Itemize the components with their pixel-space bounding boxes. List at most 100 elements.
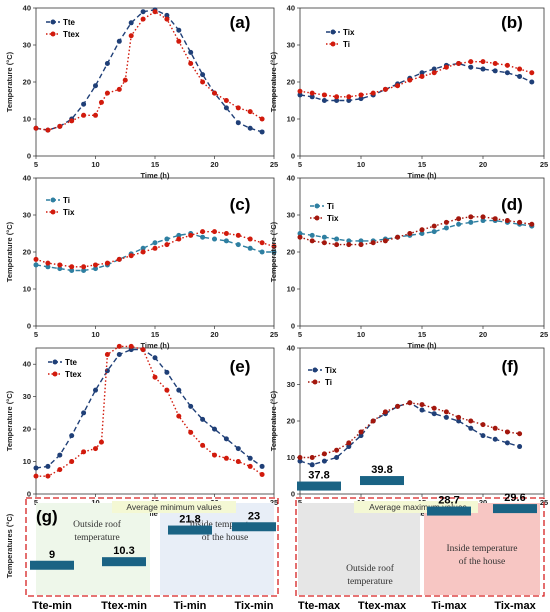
bg-outside-min (36, 503, 150, 595)
data-point-Ti (456, 61, 462, 66)
legend-label: Ttex (65, 370, 82, 379)
data-point-Ttex (259, 116, 265, 122)
data-point-Ttex (45, 473, 51, 479)
panel-label: (b) (501, 13, 523, 32)
data-point-Ttex (93, 446, 98, 452)
bar-Ti-min (168, 525, 212, 535)
data-point-Ti (407, 400, 413, 406)
bg-inside-max (424, 503, 540, 595)
data-point-Tix (358, 96, 364, 102)
legend-label: Ti (63, 196, 70, 205)
group-title-min: Average minimum values (126, 502, 221, 512)
data-point-Ttex (116, 343, 122, 349)
data-point-Tix (152, 245, 158, 251)
data-point-Ti (346, 238, 352, 244)
data-point-Tte (152, 355, 158, 361)
legend-marker (50, 209, 56, 215)
category-label: Tix-max (494, 600, 536, 612)
legend-label: Ti (325, 378, 332, 387)
bar-Ti-max (427, 506, 471, 516)
data-point-Ti (517, 66, 523, 72)
data-point-Tix (309, 238, 315, 244)
bar-value-label: 21.8 (179, 514, 200, 526)
x-axis-label: Time (h) (140, 509, 170, 518)
bar-Tix-min (232, 522, 276, 532)
y-tick-label: 40 (287, 344, 295, 353)
legend-label: Tte (63, 18, 76, 27)
x-tick-label: 10 (357, 160, 365, 169)
data-point-Ttex (128, 33, 134, 39)
data-point-Ttex (57, 123, 63, 129)
data-point-Tix (45, 260, 51, 266)
data-point-Ti (346, 440, 352, 446)
data-point-Tix (188, 232, 194, 238)
data-point-Tte (176, 387, 182, 393)
data-point-Tte (104, 368, 110, 374)
data-point-Tix (358, 433, 364, 439)
legend-label: Tix (327, 214, 339, 223)
data-point-Tte (93, 387, 98, 393)
data-point-Tix (419, 227, 425, 233)
y-axis-label: Temperature (°C) (269, 221, 278, 282)
data-point-Ti (407, 77, 413, 83)
data-point-Ttex (69, 118, 75, 124)
annotation-outside-max-2: temperature (347, 577, 392, 587)
data-point-Tix (456, 418, 462, 424)
data-point-Ttex (200, 442, 206, 448)
data-point-Tix (395, 234, 401, 240)
data-point-Tte (104, 61, 110, 66)
data-point-Tte (116, 38, 122, 44)
data-point-Tix (346, 242, 352, 248)
data-point-Ttex (188, 61, 194, 66)
data-point-Tix (492, 436, 498, 442)
x-tick-label: 10 (357, 330, 365, 339)
x-tick-label: 20 (479, 330, 487, 339)
data-point-Ti (431, 70, 437, 76)
data-point-Tix (93, 262, 98, 268)
data-point-Tix (140, 249, 146, 255)
data-point-Tte (200, 72, 206, 78)
y-axis-label: Temperature (°C) (5, 390, 14, 451)
data-point-Tix (116, 256, 122, 262)
bar-Ttex-min (102, 557, 146, 567)
x-tick-label: 5 (34, 330, 38, 339)
data-point-Ti (81, 268, 87, 273)
data-point-Tte (81, 101, 87, 107)
series-line-Ttex (36, 345, 263, 477)
data-point-Tix (480, 433, 486, 439)
data-point-Tte (45, 463, 51, 469)
data-point-Ti (140, 245, 146, 251)
group-frame-max (295, 497, 545, 597)
legend-marker (314, 203, 320, 209)
data-point-Tix (212, 229, 217, 235)
legend-label: Tix (343, 28, 355, 37)
legend-label: Tte (65, 358, 78, 367)
annotation-outside-max-1: Outside roof (346, 563, 395, 574)
data-point-Ttex (81, 112, 87, 118)
data-point-Ti (492, 425, 498, 431)
bar-Tte-min (30, 560, 74, 570)
y-tick-label: 10 (287, 285, 295, 294)
data-point-Ti (431, 229, 437, 235)
data-point-Ttex (57, 467, 63, 473)
x-axis-label: Time (h) (140, 171, 170, 180)
data-point-Ti (419, 73, 425, 79)
y-axis-label: Temperatures (°C) (5, 513, 14, 578)
y-tick-label: 40 (287, 4, 295, 13)
legend-marker (50, 19, 56, 25)
data-point-Ttex (259, 472, 265, 478)
x-tick-label: 10 (91, 160, 99, 169)
data-point-Tix (419, 407, 425, 413)
panel-label: (g) (36, 507, 58, 526)
data-point-Tix (321, 458, 327, 464)
data-point-Ti (297, 455, 303, 460)
legend-marker (52, 371, 58, 377)
data-point-Tte (33, 465, 39, 471)
annotation-inside-max-1: Inside temperature (447, 544, 518, 554)
data-point-Ttex (164, 387, 170, 393)
data-point-Ti (492, 61, 498, 66)
x-tick-label: 20 (479, 160, 487, 169)
category-label: Tte-max (298, 600, 341, 612)
x-tick-label: 25 (270, 330, 278, 339)
data-point-Tte (247, 455, 253, 461)
